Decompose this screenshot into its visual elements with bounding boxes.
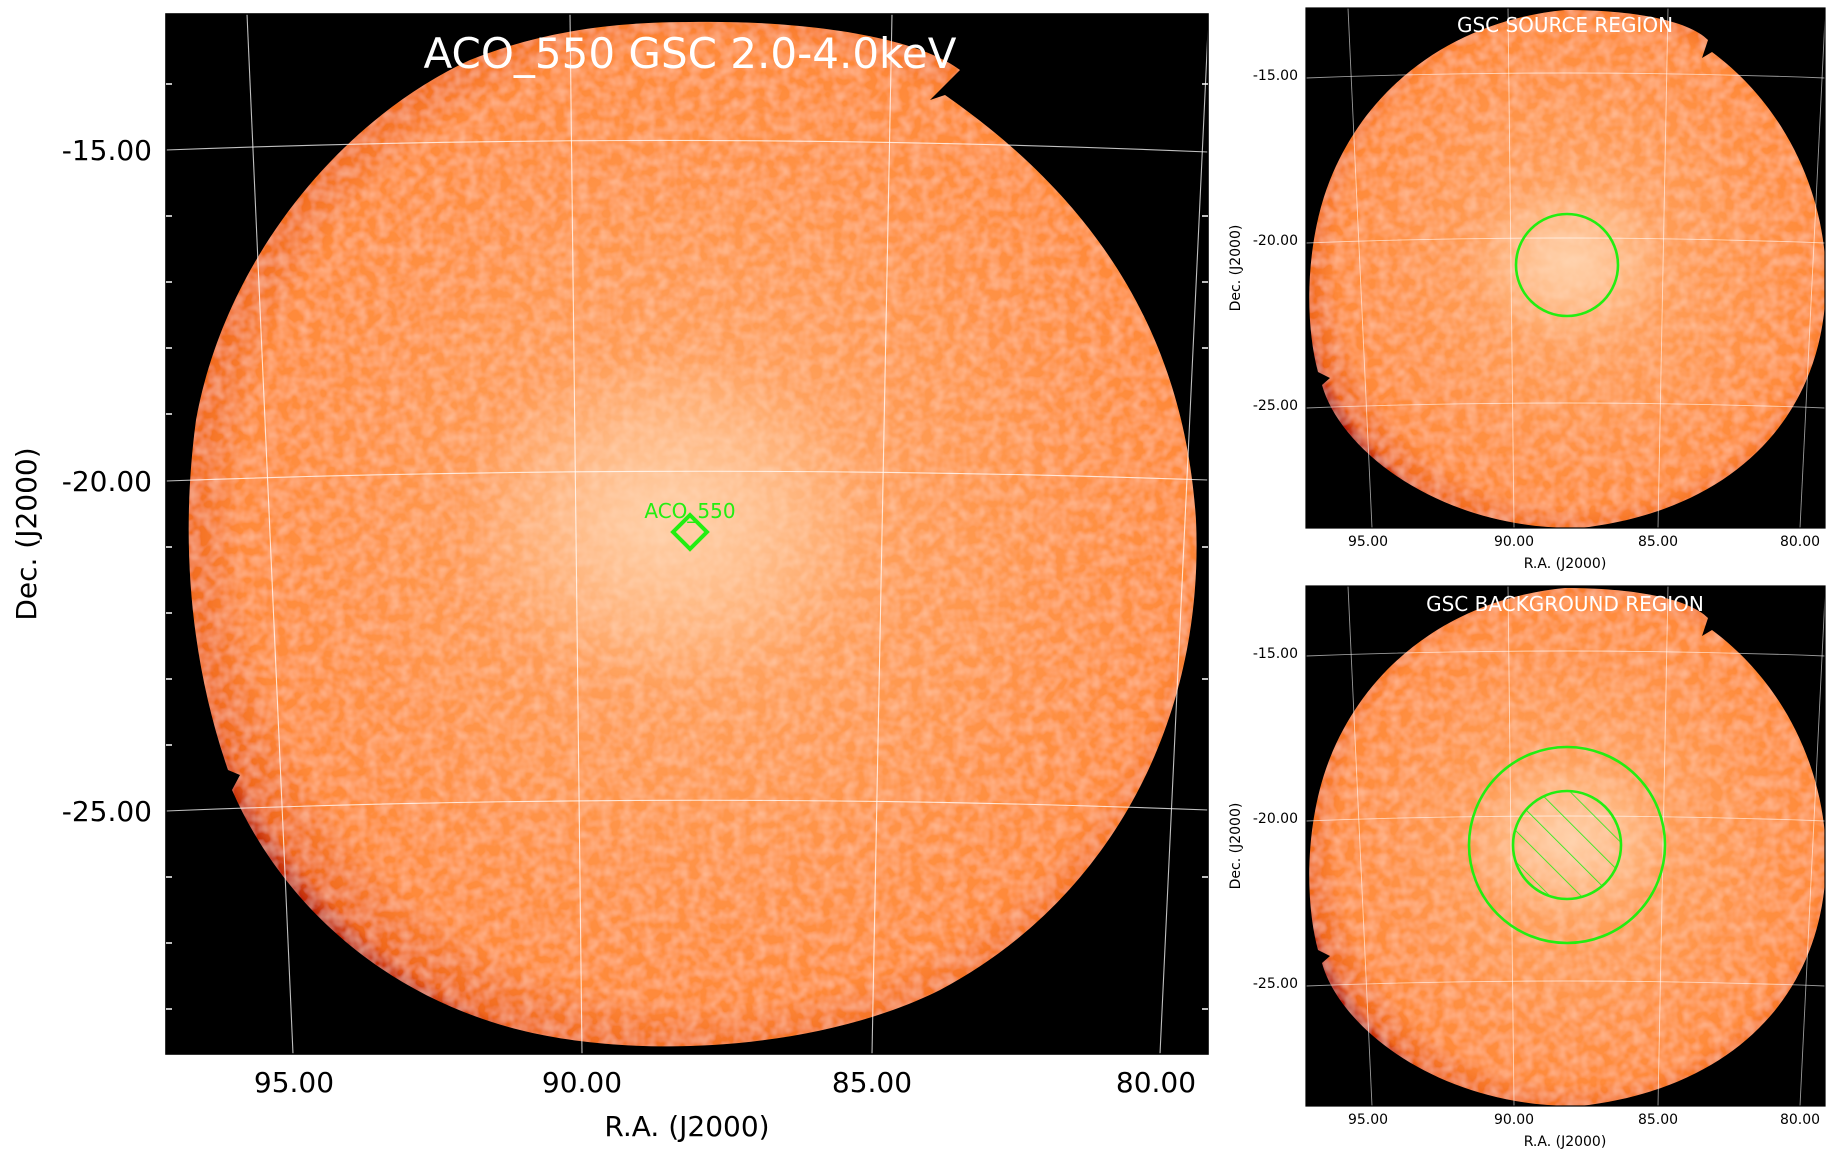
main-coordinate-grid [166, 14, 1208, 1054]
main-y-axis-label: Dec. (J2000) [10, 447, 43, 620]
main-source-diamond-marker [670, 512, 710, 552]
source-coordinate-grid [1306, 8, 1825, 528]
background-annulus-outer-circle [1467, 745, 1667, 945]
main-x-tick-label: 90.00 [542, 1066, 622, 1099]
source-x-tick-label: 80.00 [1780, 534, 1820, 550]
background-x-axis-label: R.A. (J2000) [1524, 1134, 1607, 1150]
background-x-tick-label: 80.00 [1780, 1112, 1820, 1128]
main-axes-frame [165, 13, 1209, 1055]
background-region-panel: GSC BACKGROUND REGION -15.00 -20.00 -25.… [1228, 585, 1826, 1150]
main-x-tick-label: 95.00 [254, 1066, 334, 1099]
main-x-axis-label: R.A. (J2000) [604, 1110, 769, 1143]
source-y-tick-label: -15.00 [1253, 68, 1298, 84]
background-axes-frame [1305, 585, 1826, 1107]
background-y-tick-label: -25.00 [1253, 976, 1298, 992]
background-excluded-source-circle [1511, 789, 1623, 901]
source-panel-title: GSC SOURCE REGION [1457, 13, 1673, 37]
source-x-tick-label: 90.00 [1494, 534, 1534, 550]
main-emission-peak [450, 350, 870, 690]
background-x-tick-label: 90.00 [1494, 1112, 1534, 1128]
main-y-tick-label: -25.00 [62, 795, 152, 828]
main-x-tick-label: 85.00 [832, 1066, 912, 1099]
source-region-panel: GSC SOURCE REGION -15.00 -20.00 -25.00 9… [1228, 7, 1826, 572]
background-panel-title: GSC BACKGROUND REGION [1426, 592, 1704, 616]
source-y-axis-label: Dec. (J2000) [1228, 225, 1244, 312]
background-x-tick-label: 95.00 [1348, 1112, 1388, 1128]
main-panel: ACO_550 ACO_550 GSC 2.0-4.0keV -15.00 -2… [10, 13, 1209, 1143]
main-source-marker-label: ACO_550 [644, 499, 735, 523]
background-x-tick-label: 85.00 [1638, 1112, 1678, 1128]
main-panel-title: ACO_550 GSC 2.0-4.0keV [424, 29, 957, 78]
source-emission-peak [1467, 182, 1667, 342]
main-x-tick-label: 80.00 [1116, 1066, 1196, 1099]
source-x-tick-label: 85.00 [1638, 534, 1678, 550]
background-y-axis-label: Dec. (J2000) [1228, 803, 1244, 890]
main-minor-ticks [166, 83, 1208, 1010]
source-y-tick-label: -20.00 [1253, 233, 1298, 249]
main-y-tick-label: -20.00 [62, 465, 152, 498]
source-x-axis-label: R.A. (J2000) [1524, 556, 1607, 572]
source-extraction-circle [1514, 212, 1620, 318]
source-axes-frame [1305, 7, 1826, 529]
background-y-tick-label: -15.00 [1253, 646, 1298, 662]
source-x-tick-label: 95.00 [1348, 534, 1388, 550]
source-y-tick-label: -25.00 [1253, 398, 1298, 414]
background-y-tick-label: -20.00 [1253, 811, 1298, 827]
main-y-tick-label: -15.00 [62, 134, 152, 167]
